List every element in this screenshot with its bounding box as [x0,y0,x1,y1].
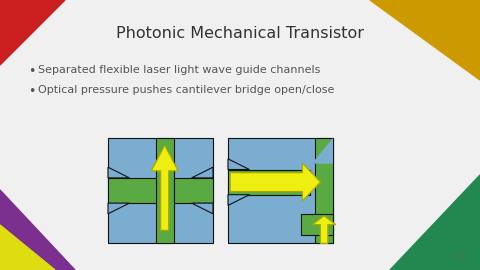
Text: Optical pressure pushes cantilever bridge open/close: Optical pressure pushes cantilever bridg… [38,85,335,95]
Bar [108,178,156,203]
FancyArrow shape [151,145,178,230]
Bar [301,214,333,235]
FancyArrow shape [312,216,336,243]
Polygon shape [108,167,130,178]
Polygon shape [228,195,250,205]
Bar [228,170,310,195]
Bar [228,138,333,243]
Polygon shape [192,203,213,214]
Bar [156,138,174,243]
Bar [174,178,213,203]
Polygon shape [312,138,333,164]
Polygon shape [0,225,55,270]
Polygon shape [192,167,213,178]
Polygon shape [228,159,250,170]
Bar [108,138,213,243]
Text: Photonic Mechanical Transistor: Photonic Mechanical Transistor [116,26,364,41]
Bar [315,138,333,243]
Polygon shape [0,190,75,270]
Text: Separated flexible laser light wave guide channels: Separated flexible laser light wave guid… [38,65,320,75]
Polygon shape [390,175,480,270]
Text: 2: 2 [456,252,462,262]
Polygon shape [370,0,480,80]
Polygon shape [108,203,130,214]
FancyArrow shape [230,163,321,201]
Polygon shape [0,0,65,65]
Text: •: • [28,85,36,98]
Text: •: • [28,65,36,78]
